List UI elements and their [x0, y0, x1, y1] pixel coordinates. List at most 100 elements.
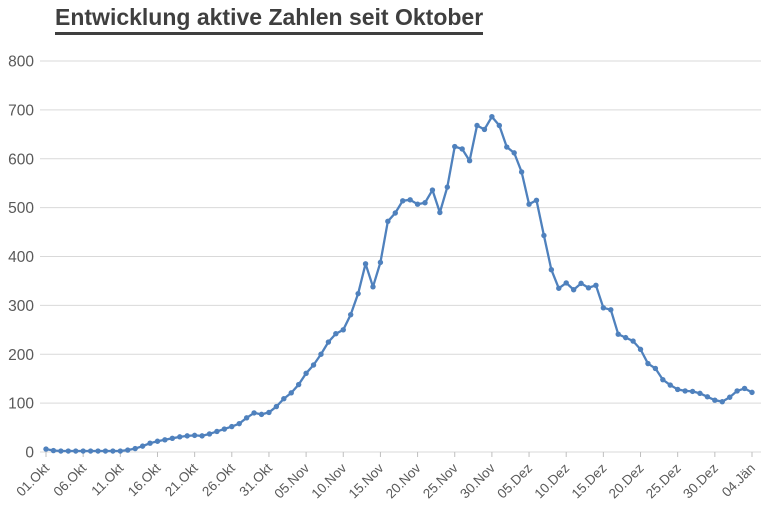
data-point: [147, 440, 153, 446]
data-point: [674, 386, 681, 393]
x-axis-label: 10.Dez: [531, 460, 572, 501]
data-point: [719, 398, 725, 405]
data-point: [496, 122, 503, 129]
data-point: [585, 285, 592, 291]
data-point: [58, 448, 64, 454]
data-point: [570, 287, 577, 293]
data-point: [741, 385, 748, 392]
data-point: [652, 365, 659, 372]
data-point: [370, 284, 376, 290]
data-point: [511, 150, 517, 156]
x-axis-label: 30.Dez: [680, 460, 721, 501]
data-point: [221, 426, 228, 432]
chart-title: Entwicklung aktive Zahlen seit Oktober: [55, 4, 484, 35]
data-point: [489, 114, 495, 120]
x-axis-label: 16.Okt: [125, 460, 164, 499]
data-point: [199, 433, 205, 439]
data-point: [504, 144, 510, 150]
data-point: [400, 198, 406, 204]
x-axis-label: 15.Dez: [569, 460, 610, 501]
y-axis-label: 800: [8, 54, 34, 71]
x-axis-label: 25.Dez: [643, 460, 684, 501]
data-point: [236, 420, 242, 427]
data-point: [660, 376, 666, 383]
data-point: [333, 331, 339, 337]
data-point: [125, 447, 131, 453]
y-axis-label: 400: [8, 249, 34, 266]
data-point: [444, 184, 451, 190]
x-axis-label: 05.Nov: [271, 460, 312, 501]
data-point: [630, 338, 636, 344]
data-point: [578, 280, 584, 287]
x-axis-label: 20.Dez: [606, 460, 647, 501]
x-axis-label: 31.Okt: [236, 460, 275, 499]
x-axis-label: 15.Nov: [346, 460, 387, 501]
data-point: [214, 428, 220, 435]
data-point: [637, 346, 644, 353]
x-axis-label: 06.Okt: [51, 460, 90, 499]
data-point: [132, 445, 138, 452]
data-point: [347, 311, 354, 318]
y-axis-label: 100: [8, 396, 34, 413]
data-point: [392, 210, 398, 216]
data-point: [169, 435, 176, 442]
data-point: [474, 122, 480, 129]
data-point: [258, 411, 265, 418]
data-point: [139, 443, 146, 449]
data-point: [229, 423, 235, 430]
data-point: [526, 201, 532, 207]
data-point: [593, 282, 599, 289]
data-point: [43, 446, 49, 452]
y-axis-label: 600: [8, 151, 34, 168]
data-point: [712, 397, 718, 403]
data-point: [459, 146, 465, 152]
data-point: [608, 307, 614, 313]
data-point: [645, 360, 651, 367]
x-axis-label: 04.Jän: [719, 461, 758, 500]
data-points: [43, 114, 755, 454]
data-point: [266, 409, 272, 416]
data-point: [600, 305, 607, 311]
data-point: [622, 334, 629, 341]
data-point: [407, 197, 413, 203]
y-axis-label: 700: [8, 102, 34, 119]
data-point: [437, 209, 443, 216]
data-point: [533, 197, 540, 203]
data-point: [102, 448, 109, 454]
data-point: [689, 388, 696, 395]
data-point: [452, 143, 458, 150]
data-point: [556, 285, 562, 291]
x-axis-label: 20.Nov: [383, 460, 424, 501]
data-point: [184, 433, 190, 439]
data-point: [310, 362, 317, 368]
data-point: [541, 232, 547, 239]
x-axis-label: 05.Dez: [494, 460, 535, 501]
data-point: [548, 267, 555, 273]
data-point: [734, 388, 740, 394]
data-point: [697, 390, 703, 397]
y-axis-label: 500: [8, 200, 34, 217]
x-axis-label: 30.Nov: [457, 460, 498, 501]
data-point: [466, 158, 473, 164]
data-point: [414, 201, 421, 207]
x-axis-label: 25.Nov: [420, 460, 461, 501]
x-axis-label: 11.Okt: [88, 460, 126, 498]
gridlines: [40, 60, 761, 453]
data-point: [117, 448, 124, 454]
data-point: [273, 403, 280, 410]
data-point: [73, 448, 79, 454]
y-axis-label: 200: [8, 347, 34, 364]
data-point: [80, 448, 86, 454]
data-point: [162, 437, 168, 443]
data-point: [318, 351, 324, 357]
data-point: [377, 259, 384, 266]
data-point: [355, 290, 361, 297]
data-point: [295, 381, 302, 388]
data-point: [518, 169, 525, 175]
data-point: [682, 388, 688, 394]
data-point: [429, 187, 436, 193]
data-point: [385, 218, 391, 225]
